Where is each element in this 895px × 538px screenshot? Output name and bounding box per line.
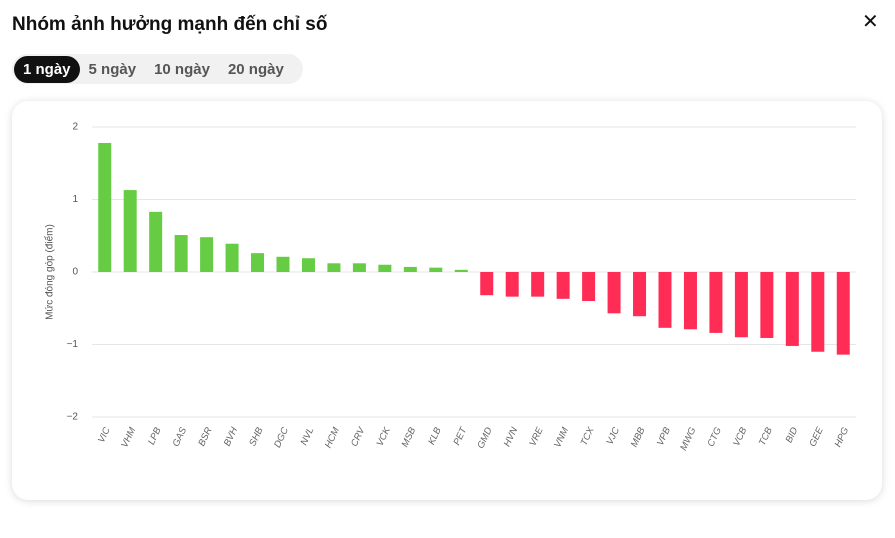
x-tick-label: CTG (705, 426, 723, 449)
bar (709, 272, 723, 333)
bar (301, 258, 315, 272)
x-tick-label: TCB (757, 425, 775, 447)
bar (683, 272, 697, 330)
bar (225, 243, 239, 272)
bar (505, 272, 519, 297)
x-tick-label: VCB (731, 425, 750, 448)
period-tab[interactable]: 10 ngày (154, 60, 210, 78)
bar (760, 272, 774, 338)
x-tick-label: MSB (400, 425, 419, 449)
period-tab[interactable]: 5 ngày (88, 60, 137, 78)
x-tick-label: VPB (655, 425, 673, 447)
bar (327, 263, 341, 272)
bar (658, 272, 672, 328)
y-tick-label: −1 (67, 339, 79, 350)
x-tick-label: GEE (807, 425, 826, 448)
bar (174, 235, 188, 272)
bar (352, 263, 366, 272)
x-tick-label: GAS (171, 425, 190, 448)
y-tick-label: 2 (72, 122, 78, 133)
bar (785, 272, 799, 346)
bar (251, 253, 265, 272)
bar (734, 272, 748, 338)
bar (556, 272, 570, 299)
bar (149, 211, 163, 272)
x-tick-label: BVH (222, 426, 240, 448)
bar (378, 264, 392, 272)
x-tick-label: NVL (299, 426, 317, 447)
bar (403, 266, 417, 272)
period-tab[interactable]: 20 ngày (227, 60, 284, 78)
period-tab[interactable]: 1 ngày (14, 55, 80, 83)
bar (531, 272, 545, 297)
x-tick-label: MWG (678, 426, 698, 453)
x-tick-label: DGC (272, 426, 291, 450)
x-tick-label: VHM (119, 426, 138, 450)
x-tick-label: CRV (349, 424, 368, 448)
x-tick-label: PET (451, 425, 469, 447)
x-tick-label: TCX (579, 425, 597, 447)
x-tick-label: GMD (475, 426, 494, 451)
bar (633, 272, 647, 317)
x-tick-label: LPB (146, 425, 164, 447)
bar (200, 237, 214, 272)
x-tick-label: BID (784, 426, 801, 445)
x-tick-label: BSR (196, 426, 214, 448)
bar (480, 272, 494, 296)
x-tick-label: VCK (375, 425, 394, 448)
close-button[interactable]: ✕ (862, 11, 879, 33)
bar (276, 256, 290, 272)
bar (429, 267, 443, 272)
x-tick-label: VRE (527, 425, 546, 448)
x-tick-label: HCM (323, 426, 342, 450)
x-tick-label: HVN (502, 426, 521, 449)
y-axis-label: Mức đóng góp (điểm) (44, 224, 56, 320)
bar (98, 142, 112, 272)
x-tick-label: VJC (605, 426, 623, 447)
x-tick-label: HPG (833, 426, 852, 449)
dialog-title: Nhóm ảnh hưởng mạnh đến chỉ số (12, 14, 328, 35)
y-tick-label: −2 (67, 412, 79, 423)
x-tick-label: VNM (552, 426, 571, 450)
x-tick-label: MBB (629, 425, 648, 449)
x-tick-label: SHB (247, 425, 266, 448)
bar (582, 272, 596, 301)
y-tick-label: 1 (72, 194, 78, 205)
bar (607, 272, 621, 314)
bar (123, 190, 137, 272)
x-tick-label: KLB (426, 425, 444, 447)
bar (811, 272, 825, 352)
bar (836, 272, 850, 355)
period-tabs: 1 ngày 5 ngày 10 ngày 20 ngày (12, 54, 303, 84)
x-tick-label: VIC (96, 426, 113, 445)
bar (454, 269, 468, 272)
y-tick-label: 0 (72, 267, 78, 278)
